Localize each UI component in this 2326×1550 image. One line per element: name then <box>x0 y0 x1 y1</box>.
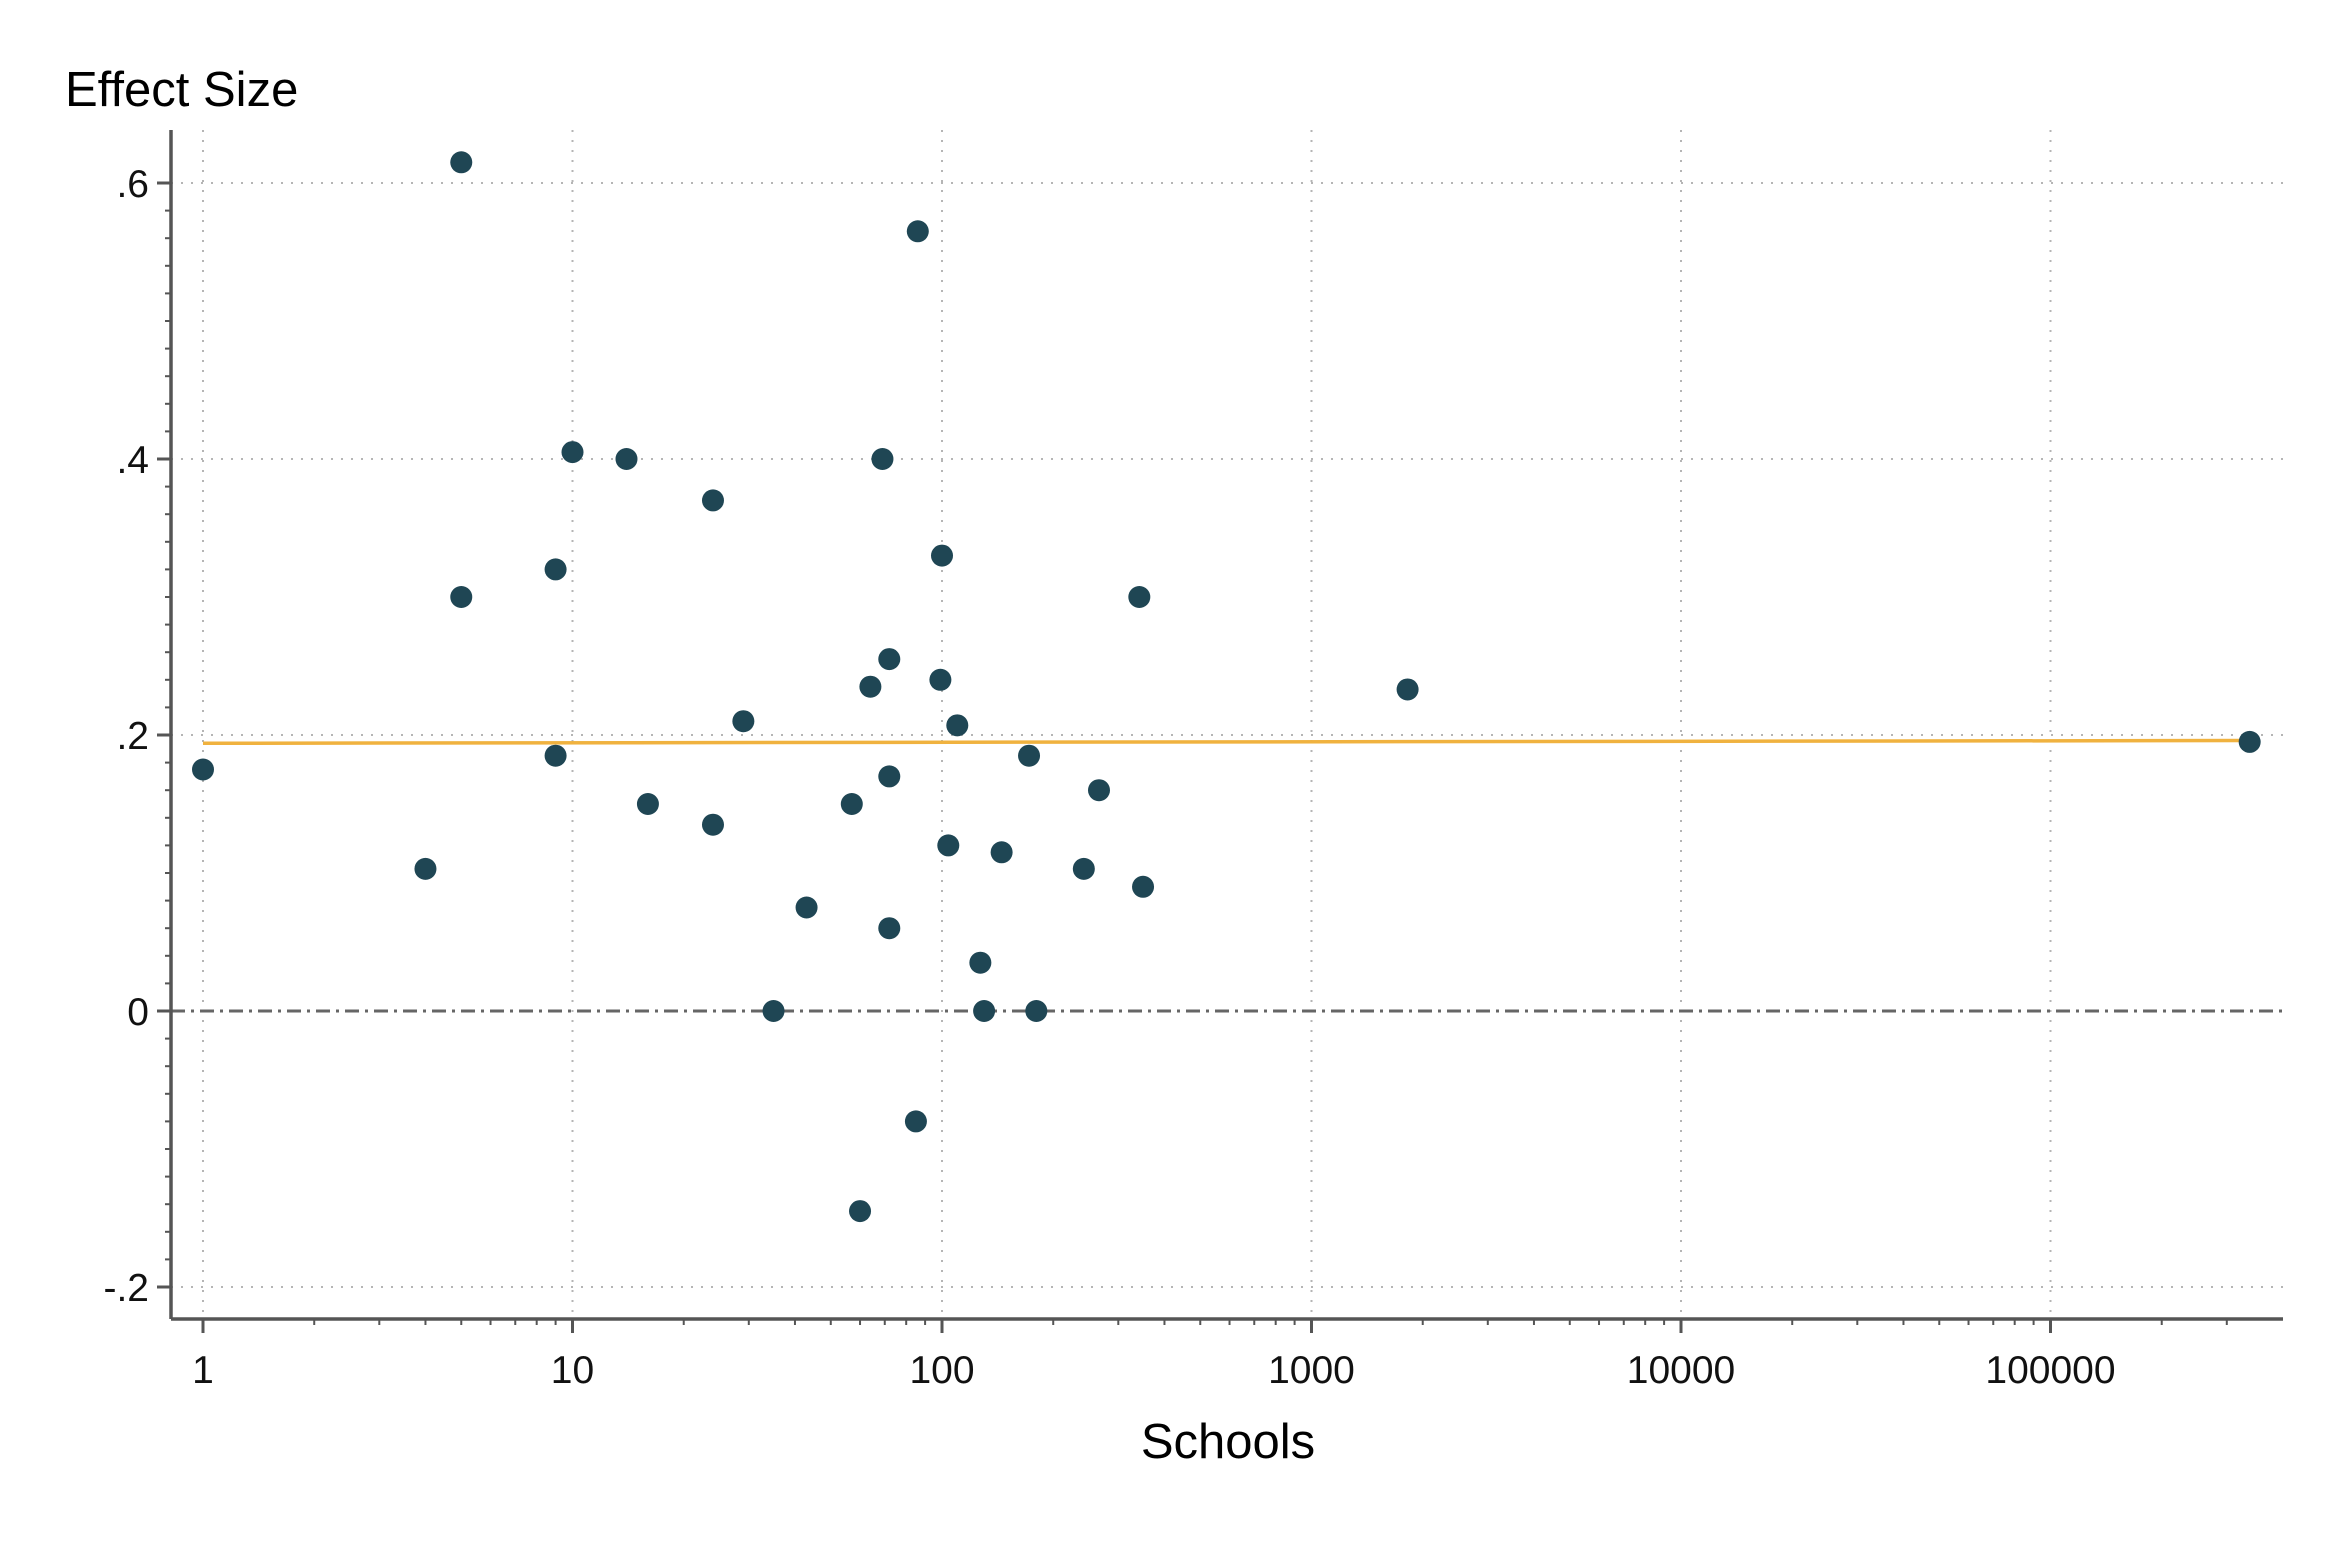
data-point <box>878 648 901 671</box>
y-tick-label: .4 <box>116 439 149 482</box>
data-point <box>878 765 901 788</box>
axes: -.2 0 .2 .4 .6 1 10 100 1000 10000 100000 <box>103 130 2283 1392</box>
data-point <box>990 841 1013 864</box>
data-point <box>931 544 953 567</box>
data-point <box>414 857 437 880</box>
data-point <box>946 714 969 737</box>
data-point <box>1132 875 1155 898</box>
data-point <box>904 1110 927 1133</box>
data-point <box>1087 779 1110 802</box>
data-point <box>969 951 992 974</box>
data-point <box>544 744 567 767</box>
data-point <box>795 896 818 919</box>
x-tick-label: 100000 <box>1985 1349 2115 1392</box>
data-point <box>701 813 724 836</box>
x-tick-label: 100 <box>909 1349 974 1392</box>
data-points <box>192 151 2261 1223</box>
y-axis-title: Effect Size <box>65 63 298 117</box>
gridlines <box>171 130 2283 1319</box>
data-point <box>929 668 952 691</box>
y-tick-label: -.2 <box>103 1267 149 1310</box>
x-axis-title: Schools <box>1141 1415 1315 1469</box>
data-point <box>973 1000 996 1022</box>
data-point <box>878 917 901 940</box>
x-tick-label: 10 <box>551 1349 594 1392</box>
data-point <box>544 558 567 581</box>
reference-lines <box>171 738 2283 1013</box>
data-point <box>906 220 929 243</box>
data-point <box>1128 586 1151 608</box>
x-tick-label: 1 <box>192 1349 214 1392</box>
x-tick-label: 10000 <box>1627 1349 1735 1392</box>
data-point <box>1025 1000 1048 1022</box>
data-point <box>762 1000 785 1022</box>
data-point <box>871 448 894 470</box>
fitted-line <box>202 738 2250 746</box>
data-point <box>615 448 638 470</box>
data-point <box>450 151 473 174</box>
data-point <box>1072 857 1095 880</box>
data-point <box>1396 678 1419 701</box>
data-point <box>1018 744 1041 767</box>
data-point <box>937 834 960 857</box>
data-point <box>840 793 863 815</box>
data-point <box>192 758 214 781</box>
x-tick-label: 1000 <box>1268 1349 1355 1392</box>
data-point <box>561 441 584 464</box>
data-point <box>701 489 724 512</box>
data-point <box>636 793 659 815</box>
data-point <box>849 1200 872 1223</box>
y-tick-label: .6 <box>116 163 149 206</box>
data-point <box>732 710 755 733</box>
data-point <box>450 586 473 608</box>
data-point <box>2238 730 2261 753</box>
y-tick-label: .2 <box>116 715 149 758</box>
y-tick-label: 0 <box>127 991 149 1034</box>
data-point <box>859 675 882 698</box>
